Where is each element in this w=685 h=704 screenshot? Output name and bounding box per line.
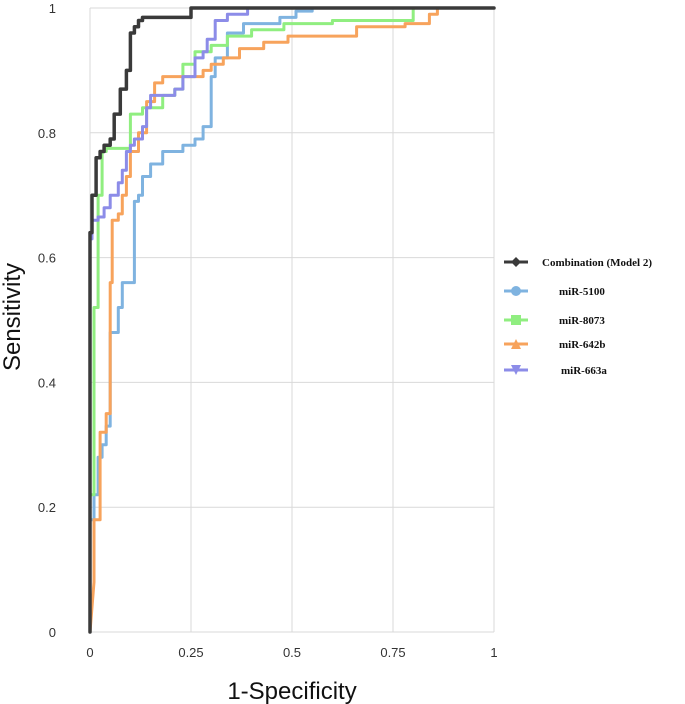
x-tick-label: 0.5 <box>283 645 301 660</box>
legend-marker-circle-icon <box>511 286 521 296</box>
y-axis-title: Sensitivity <box>0 263 26 371</box>
y-tick-label: 0.8 <box>38 126 56 141</box>
legend-marker-triangle-up-icon <box>511 339 521 349</box>
y-tick-label: 0.6 <box>38 251 56 266</box>
series-line-mir-642b <box>88 6 496 634</box>
y-tick-labels: 0 0.2 0.4 0.6 0.8 1 <box>38 1 56 640</box>
y-tick-label: 1 <box>49 1 56 16</box>
series-line-mir-5100 <box>88 6 496 634</box>
legend-label: miR-5100 <box>559 286 605 298</box>
legend-label: miR-663a <box>561 365 607 377</box>
legend-item: miR-663a <box>504 365 607 377</box>
legend-item: miR-642b <box>504 339 605 351</box>
legend-item: Combination (Model 2) <box>504 257 652 269</box>
legend-marker-square-icon <box>511 315 521 325</box>
legend-item: miR-8073 <box>504 315 605 327</box>
x-tick-label: 1 <box>490 645 497 660</box>
x-tick-label: 0 <box>86 645 93 660</box>
y-tick-label: 0 <box>49 625 56 640</box>
series-lines <box>88 6 496 634</box>
x-axis-title: 1-Specificity <box>227 678 356 704</box>
legend-label: Combination (Model 2) <box>542 257 652 269</box>
legend-label: miR-642b <box>559 339 605 351</box>
x-tick-label: 0.75 <box>380 645 405 660</box>
legend-label: miR-8073 <box>559 315 605 327</box>
y-tick-label: 0.4 <box>38 375 56 390</box>
y-tick-label: 0.2 <box>38 500 56 515</box>
legend-item: miR-5100 <box>504 286 605 298</box>
legend-marker-diamond-icon <box>511 257 521 267</box>
series-line-combination-model-2 <box>88 6 496 634</box>
legend: Combination (Model 2) miR-5100 miR-8073 miR… <box>504 257 652 377</box>
legend-marker-triangle-down-icon <box>511 365 521 375</box>
x-tick-labels: 0 0.25 0.5 0.75 1 <box>86 645 497 660</box>
series-line-mir-663a <box>88 6 496 634</box>
x-tick-label: 0.25 <box>178 645 203 660</box>
